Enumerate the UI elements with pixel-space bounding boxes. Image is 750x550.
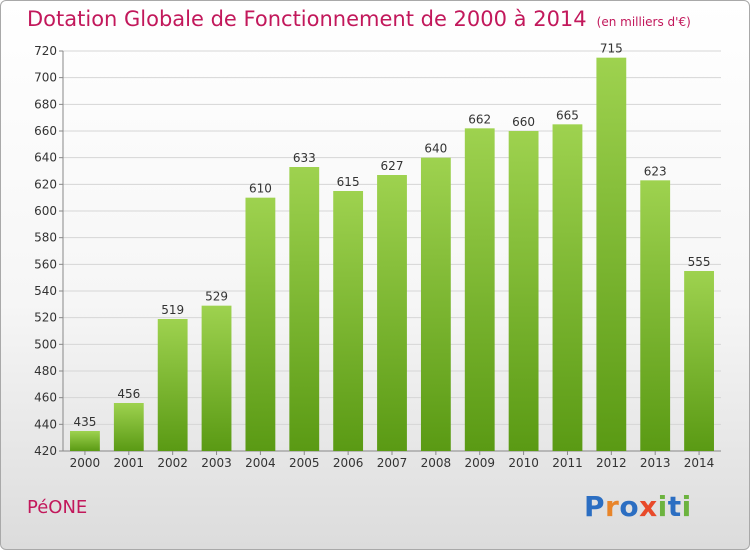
bar-2008 (420, 157, 451, 451)
chart-title-block: Dotation Globale de Fonctionnement de 20… (27, 7, 691, 31)
bar-2005 (289, 167, 320, 451)
y-tick-label: 580 (34, 231, 57, 245)
y-tick-label: 600 (34, 204, 57, 218)
bar-2014 (684, 271, 714, 451)
x-tick-label: 2007 (377, 456, 408, 470)
y-tick-label: 640 (34, 151, 57, 165)
value-label: 665 (556, 108, 579, 122)
x-tick-label: 2000 (70, 456, 101, 470)
x-tick-label: 2003 (201, 456, 232, 470)
value-label: 529 (205, 290, 228, 304)
bars (70, 57, 714, 452)
logo-letter: i (681, 490, 692, 523)
value-label: 615 (337, 175, 360, 189)
value-labels: 435 456 519 529 610 633 615 627 640 662 660 665 715 6… (73, 42, 710, 429)
value-label: 623 (644, 164, 667, 178)
y-tick-label: 700 (34, 71, 57, 85)
logo-letter: x (639, 490, 658, 523)
y-tick-labels: 420 440 460 480 500 520 540 560 580 600 620 640 660 6… (34, 44, 57, 458)
bar-2001 (113, 403, 144, 451)
value-label: 435 (73, 415, 96, 429)
x-tick-label: 2012 (596, 456, 627, 470)
unit-label: (en milliers d'€) (596, 15, 691, 29)
bar-2000 (70, 431, 100, 451)
x-tick-label: 2013 (640, 456, 671, 470)
value-label: 610 (249, 182, 272, 196)
y-tick-label: 720 (34, 44, 57, 58)
x-tick-label: 2014 (684, 456, 715, 470)
value-label: 555 (688, 255, 711, 269)
value-label: 715 (600, 42, 623, 56)
value-label: 660 (512, 115, 535, 129)
value-label: 640 (424, 142, 447, 156)
logo-letter: r (605, 490, 620, 523)
y-tick-label: 520 (34, 311, 57, 325)
bar-2007 (377, 175, 407, 451)
x-tick-labels: 2000 2001 2002 2003 2004 2005 2006 2007 2008 2009… (70, 456, 715, 470)
x-tick-label: 2006 (333, 456, 364, 470)
y-tick-label: 460 (34, 391, 57, 405)
bar-2003 (201, 305, 232, 451)
y-tick-label: 480 (34, 364, 57, 378)
logo-letter: i (657, 490, 668, 523)
x-tick-label: 2001 (114, 456, 145, 470)
x-tick-label: 2011 (552, 456, 583, 470)
y-tick-label: 540 (34, 284, 57, 298)
proxiti-logo: Proxiti (584, 490, 692, 523)
x-tick-label: 2004 (245, 456, 276, 470)
value-label: 633 (293, 151, 316, 165)
bar-chart: 420 440 460 480 500 520 540 560 580 600 620 640 660 6… (34, 42, 721, 470)
bar-2002 (157, 319, 188, 451)
logo-letter: o (619, 490, 640, 523)
bar-2011 (552, 124, 583, 451)
bar-2010 (508, 131, 539, 451)
logo-letter: t (667, 490, 682, 523)
x-tick-label: 2005 (289, 456, 320, 470)
y-tick-label: 500 (34, 337, 57, 351)
x-tick-label: 2010 (508, 456, 539, 470)
value-label: 662 (468, 112, 491, 126)
x-tick-label: 2002 (157, 456, 188, 470)
x-tick-label: 2009 (464, 456, 495, 470)
value-label: 627 (381, 159, 404, 173)
value-label: 456 (117, 387, 140, 401)
value-label: 519 (161, 303, 184, 317)
y-tick-label: 660 (34, 124, 57, 138)
bar-2004 (245, 197, 276, 451)
y-tick-label: 680 (34, 97, 57, 111)
bar-2012 (596, 57, 627, 452)
commune-name: PéONE (27, 497, 88, 518)
bar-2006 (333, 191, 364, 451)
bar-2013 (640, 180, 671, 452)
bar-2009 (464, 128, 495, 451)
y-tick-label: 620 (34, 177, 57, 191)
x-tick-label: 2008 (421, 456, 452, 470)
y-tick-label: 420 (34, 444, 57, 458)
y-tick-label: 560 (34, 257, 57, 271)
logo-letter: P (584, 490, 606, 523)
chart-title: Dotation Globale de Fonctionnement de 20… (27, 7, 587, 31)
y-tick-label: 440 (34, 417, 57, 431)
